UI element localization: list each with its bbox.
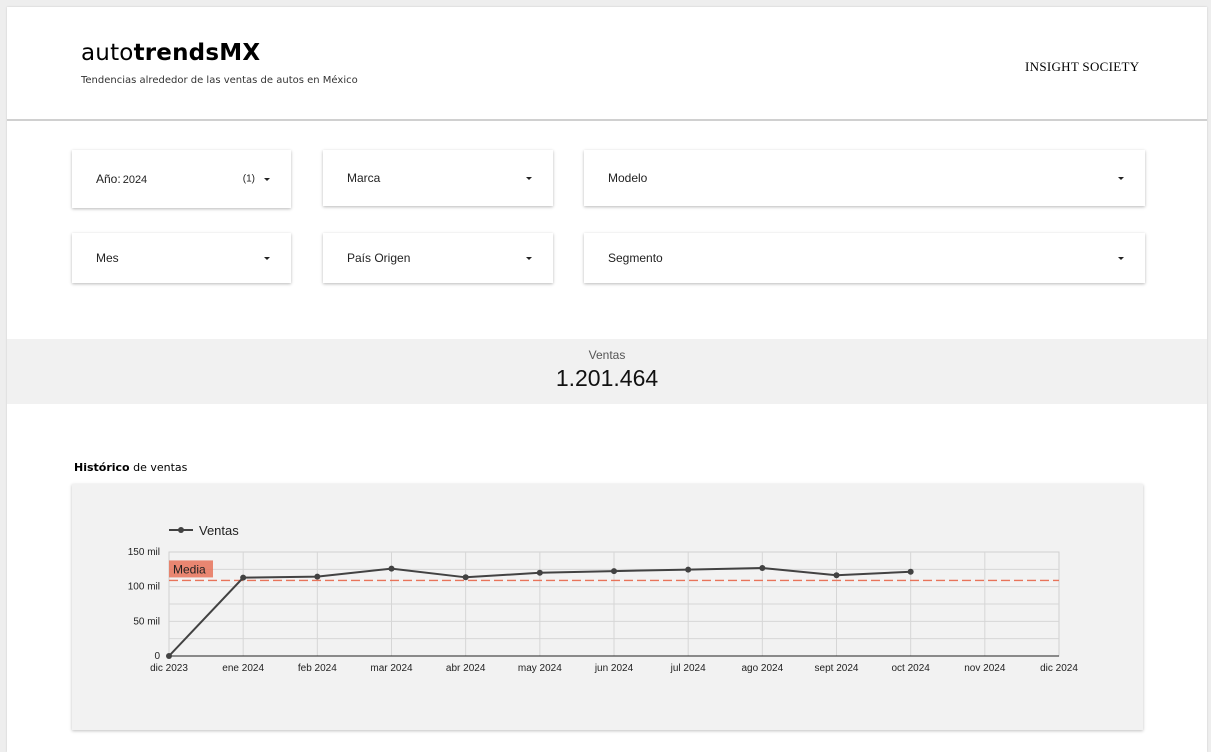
brand-filter[interactable]: Marca	[323, 150, 553, 206]
data-point	[907, 568, 914, 575]
year-filter[interactable]: Año: 2024 (1)	[72, 150, 291, 208]
y-tick-label: 100 mil	[128, 582, 160, 593]
origin-filter-label: País Origen	[347, 251, 411, 265]
y-tick-label: 50 mil	[133, 616, 160, 627]
section-title-rest: de ventas	[129, 461, 188, 474]
data-point	[388, 565, 395, 572]
line-chart: 0 50 mil 100 mil 150 mil dic 2023 ene 2024 feb…	[128, 523, 1079, 674]
brand-logo-bold: trendsMX	[133, 40, 261, 66]
brand-logo: autotrendsMX	[81, 40, 260, 66]
x-tick-label: ago 2024	[741, 663, 783, 674]
model-filter[interactable]: Modelo	[584, 150, 1145, 206]
origin-filter[interactable]: País Origen	[323, 233, 553, 283]
tagline: Tendencias alrededor de las ventas de au…	[81, 75, 358, 86]
chevron-down-icon	[526, 257, 532, 260]
data-point	[759, 564, 766, 571]
chevron-down-icon	[526, 177, 532, 180]
data-point	[833, 572, 840, 579]
chevron-down-icon	[1118, 257, 1124, 260]
chevron-down-icon	[264, 257, 270, 260]
brand-logo-light: auto	[81, 40, 134, 66]
section-title-bold: Histórico	[74, 461, 130, 474]
x-tick-label: jul 2024	[670, 663, 706, 674]
x-tick-label: may 2024	[518, 663, 562, 674]
scorecard-value: 1.201.464	[555, 365, 659, 391]
data-point	[611, 568, 617, 575]
header: autotrendsMX Tendencias alrededor de las…	[7, 7, 1207, 121]
data-point	[166, 653, 172, 659]
data-point	[685, 566, 692, 573]
year-filter-label: Año: 2024	[96, 172, 148, 186]
x-tick-label: ene 2024	[222, 663, 264, 674]
y-tick-label: 150 mil	[128, 547, 160, 558]
x-tick-label: jun 2024	[594, 663, 634, 674]
x-tick-label: sept 2024	[815, 663, 859, 674]
x-tick-label: abr 2024	[446, 663, 486, 674]
brand-filter-label: Marca	[347, 171, 381, 185]
reference-label: Media	[173, 562, 206, 576]
x-tick-label: mar 2024	[370, 663, 413, 674]
model-filter-label: Modelo	[608, 171, 648, 185]
month-filter[interactable]: Mes	[72, 233, 291, 283]
year-filter-count: (1)	[242, 173, 255, 185]
company-name: INSIGHT SOCIETY	[1025, 59, 1140, 74]
x-tick-label: oct 2024	[891, 663, 930, 674]
legend-label: Ventas	[199, 523, 239, 538]
x-tick-label: dic 2023	[150, 663, 188, 674]
x-tick-label: nov 2024	[964, 663, 1006, 674]
y-tick-label: 0	[154, 651, 160, 662]
chevron-down-icon	[1118, 177, 1124, 180]
data-point	[314, 573, 321, 580]
section-title: Histórico de ventas	[74, 461, 187, 474]
chevron-down-icon	[264, 178, 270, 181]
year-filter-value: 2024	[122, 174, 148, 186]
legend-marker	[178, 527, 184, 533]
sales-history-chart: 0 50 mil 100 mil 150 mil dic 2023 ene 2024 feb…	[72, 484, 1143, 730]
data-point	[240, 574, 247, 581]
data-point	[536, 569, 543, 576]
reference-label-bg	[169, 560, 213, 578]
dashboard-page: autotrendsMX Tendencias alrededor de las…	[7, 7, 1207, 752]
scorecard-label: Ventas	[588, 348, 626, 362]
sales-scorecard: Ventas 1.201.464	[7, 339, 1207, 404]
x-tick-label: dic 2024	[1040, 663, 1078, 674]
x-tick-label: feb 2024	[298, 663, 337, 674]
segment-filter[interactable]: Segmento	[584, 233, 1145, 283]
segment-filter-label: Segmento	[608, 251, 663, 265]
month-filter-label: Mes	[96, 251, 119, 265]
data-point	[462, 574, 469, 581]
